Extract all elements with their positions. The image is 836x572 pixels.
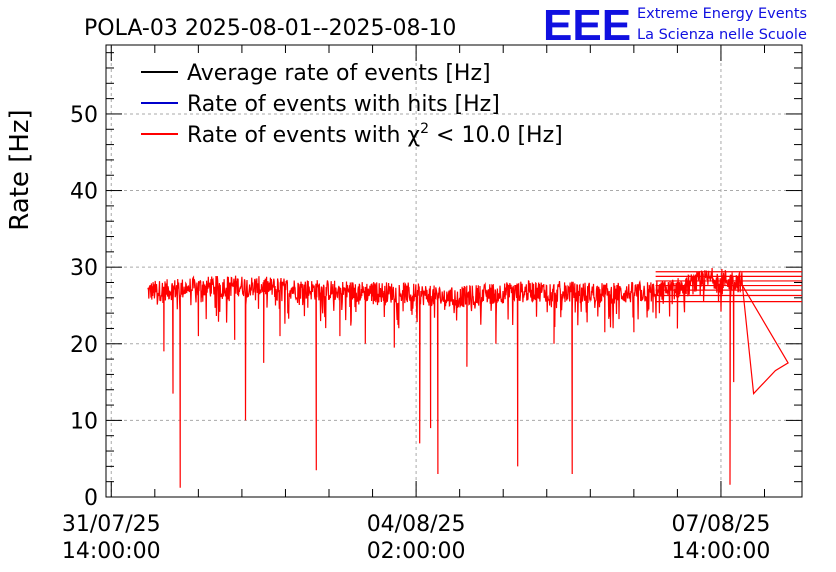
y-tick-label: 50 — [70, 103, 98, 128]
plot-frame — [105, 44, 803, 498]
y-tick-label: 40 — [70, 180, 98, 205]
x-tick-label-time: 14:00:00 — [672, 539, 771, 564]
y-axis-label: Rate [Hz] — [5, 109, 35, 230]
logo-line-2: La Scienza nelle Scuole — [637, 27, 807, 43]
tick-labels: 0102030405031/07/2514:00:0004/08/2502:00… — [62, 103, 771, 564]
eee-logo: EEE — [543, 1, 631, 50]
y-tick-label: 30 — [70, 256, 98, 281]
chart-title: POLA-03 2025-08-01--2025-08-10 — [84, 16, 456, 41]
series-layer — [147, 267, 802, 488]
axis-ticks — [106, 45, 802, 498]
x-tick-label-date: 04/08/25 — [367, 512, 466, 537]
logo-line-1: Extreme Energy Events — [637, 6, 807, 22]
legend-label-average: Average rate of events [Hz] — [187, 61, 491, 86]
y-tick-label: 20 — [70, 333, 98, 358]
legend: Average rate of events [Hz] Rate of even… — [141, 61, 563, 148]
grid-lines — [106, 45, 802, 497]
legend-label-hits: Rate of events with hits [Hz] — [187, 92, 500, 117]
x-tick-label-time: 02:00:00 — [367, 539, 466, 564]
series-line — [147, 267, 789, 488]
x-tick-label-date: 31/07/25 — [62, 512, 161, 537]
x-tick-label-date: 07/08/25 — [672, 512, 771, 537]
legend-label-chi2: Rate of events with χ2 < 10.0 [Hz] — [187, 121, 563, 148]
x-tick-label-time: 14:00:00 — [62, 539, 161, 564]
y-tick-label: 10 — [70, 409, 98, 434]
y-tick-label: 0 — [84, 486, 98, 511]
